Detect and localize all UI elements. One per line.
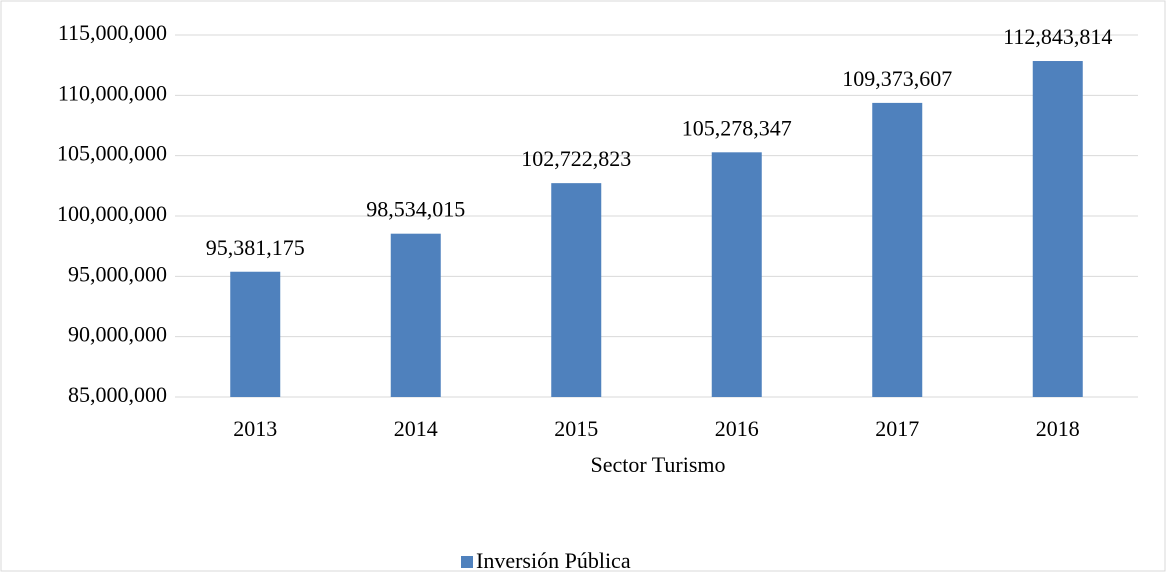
- x-tick-label: 2018: [1036, 416, 1080, 441]
- bar: [872, 102, 923, 397]
- data-label: 95,381,175: [206, 235, 305, 260]
- legend-swatch: [461, 556, 473, 568]
- data-label: 112,843,814: [1003, 24, 1112, 49]
- x-tick-label: 2016: [715, 416, 759, 441]
- bar: [1032, 61, 1083, 398]
- y-tick-label: 110,000,000: [58, 80, 167, 105]
- bar: [551, 183, 602, 397]
- y-tick-label: 85,000,000: [68, 382, 167, 407]
- y-tick-label: 100,000,000: [57, 201, 167, 226]
- x-tick-label: 2015: [554, 416, 598, 441]
- y-tick-label: 95,000,000: [68, 261, 167, 286]
- x-tick-label: 2017: [875, 416, 919, 441]
- x-tick-label: 2014: [394, 416, 438, 441]
- y-tick-label: 105,000,000: [57, 141, 167, 166]
- y-tick-label: 90,000,000: [68, 322, 167, 347]
- x-tick-label: 2013: [233, 416, 277, 441]
- bar: [711, 152, 762, 397]
- bar: [230, 271, 281, 397]
- data-label: 105,278,347: [682, 115, 792, 140]
- data-label: 109,373,607: [842, 66, 952, 91]
- data-label: 98,534,015: [366, 197, 465, 222]
- data-label: 102,722,823: [521, 146, 631, 171]
- bar: [390, 233, 441, 397]
- x-axis-label: Sector Turismo: [590, 452, 725, 477]
- y-tick-label: 115,000,000: [58, 20, 167, 45]
- legend-label: Inversión Pública: [476, 548, 631, 572]
